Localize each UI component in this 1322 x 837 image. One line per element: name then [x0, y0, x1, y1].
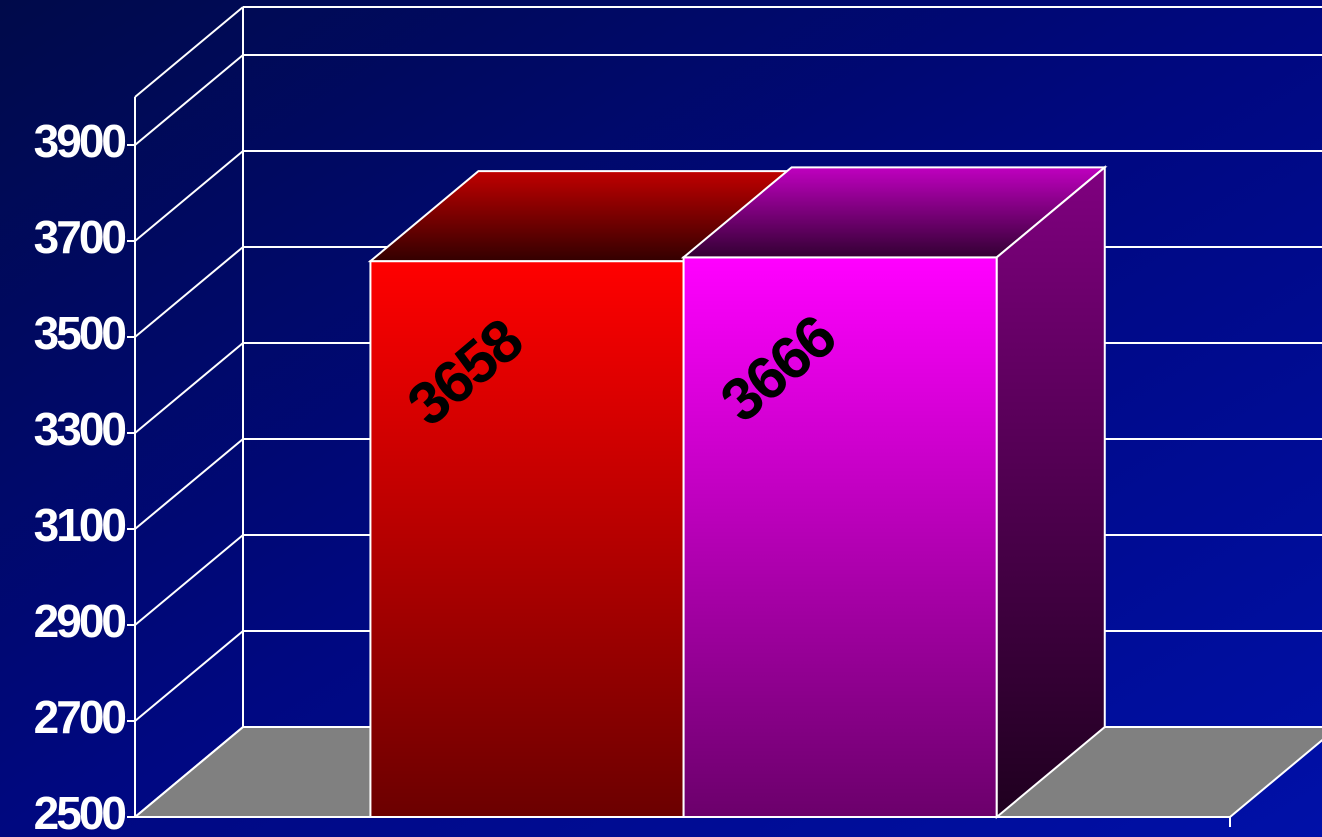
- grid-line: [134, 54, 244, 146]
- y-tick-label: 3700: [34, 211, 126, 263]
- bar-shade: [369, 260, 685, 819]
- y-tick-label: 3300: [34, 403, 126, 455]
- grid-line: [134, 438, 244, 530]
- y-tick-label: 3900: [34, 115, 126, 167]
- grid-line: [134, 630, 244, 722]
- grid-line: [134, 534, 244, 626]
- y-tick-label: 2500: [34, 787, 126, 837]
- grid-line: [134, 150, 244, 242]
- y-tick-label: 2900: [34, 595, 126, 647]
- grid-line: [134, 246, 244, 338]
- y-tick-label: 3100: [34, 499, 126, 551]
- y-tick-label: 3500: [34, 307, 126, 359]
- grid-line: [134, 726, 244, 818]
- y-tick-label: 2700: [34, 691, 126, 743]
- bar-shade: [682, 256, 998, 818]
- bar-side-shade: [995, 165, 1106, 820]
- wall-top: [134, 6, 244, 98]
- grid-line: [134, 342, 244, 434]
